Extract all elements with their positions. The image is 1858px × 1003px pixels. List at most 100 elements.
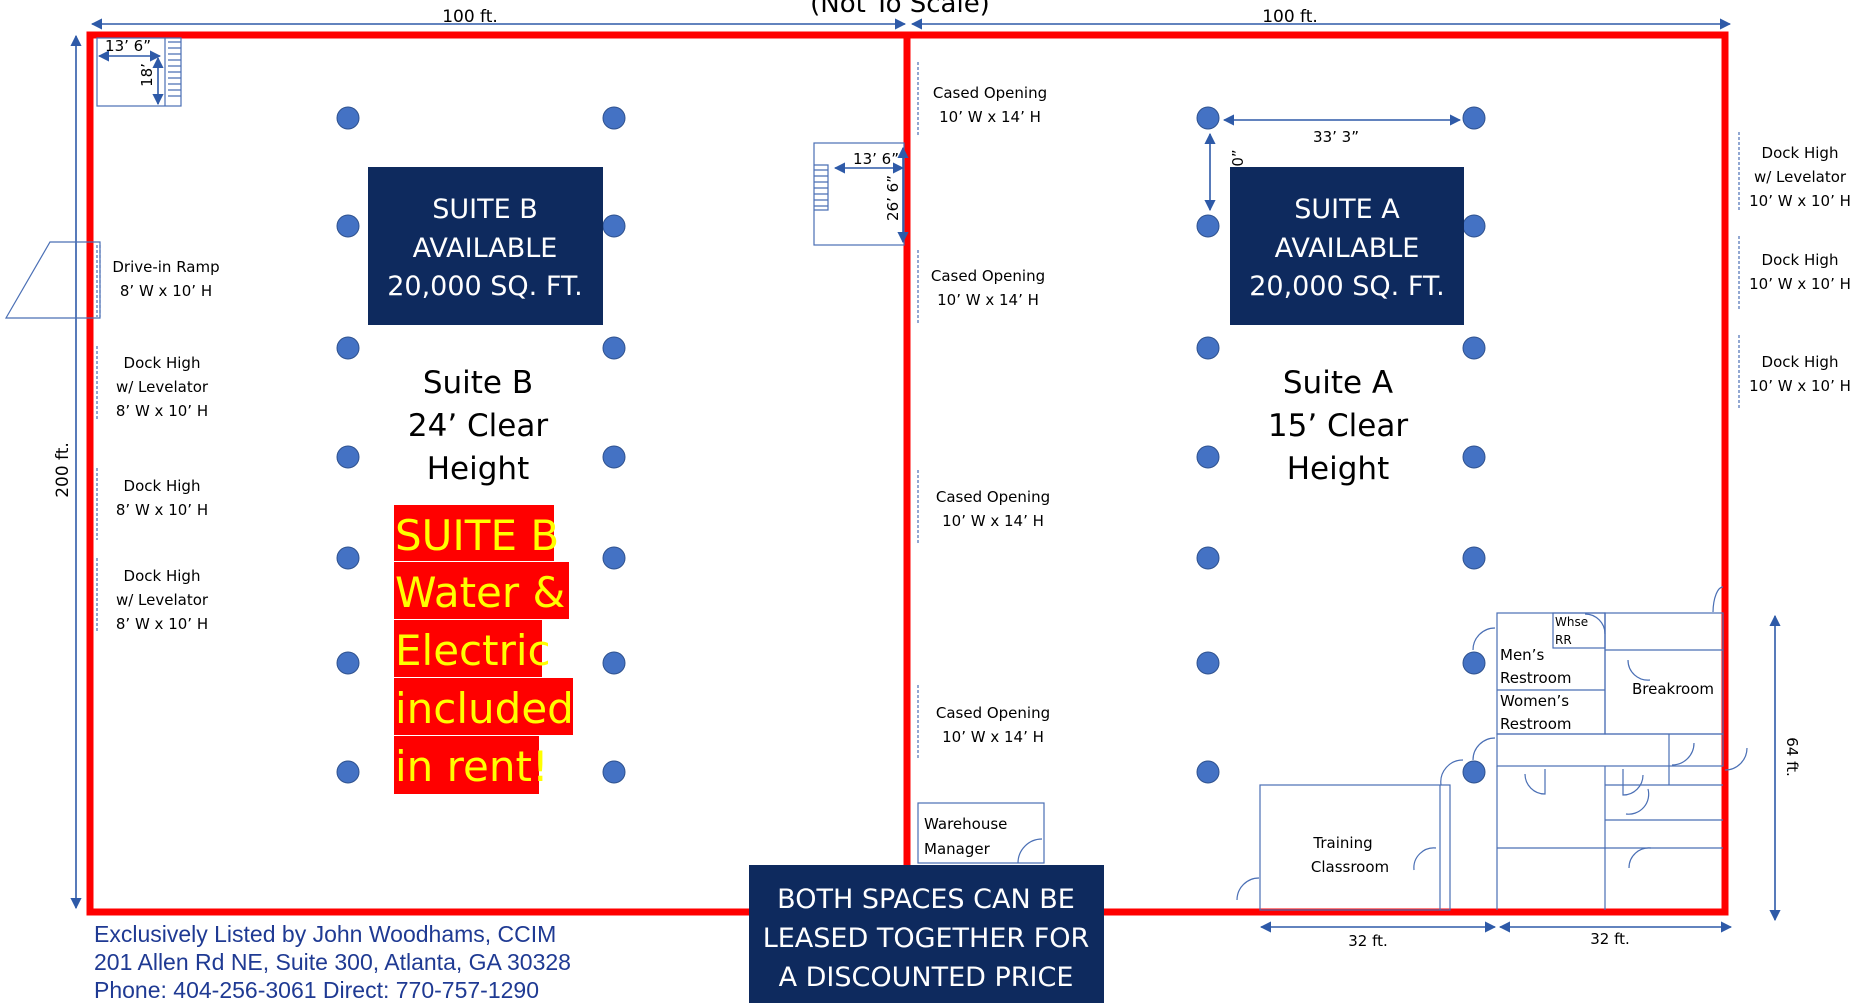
column — [336, 546, 360, 570]
column — [1462, 760, 1486, 784]
column — [1462, 336, 1486, 360]
suite-b-clear-height: 24’ Clear — [408, 408, 548, 444]
column — [336, 214, 360, 238]
banner-line2: LEASED TOGETHER FOR — [763, 923, 1090, 954]
column — [1196, 214, 1220, 238]
promo-line-5: in rent! — [395, 742, 549, 791]
mens-restroom-label-2: Restroom — [1500, 669, 1571, 687]
warehouse-manager-label-2: Manager — [924, 840, 991, 858]
width-right-label: 100 ft. — [1262, 7, 1318, 27]
bundle-banner — [749, 865, 1104, 1003]
column — [602, 546, 626, 570]
mezz-mid-depth: 26’ 6” — [884, 175, 902, 221]
right-door-1-line2: w/ Levelator — [1754, 168, 1847, 186]
breakroom-label: Breakroom — [1632, 680, 1714, 698]
suite-a-clear-height: 15’ Clear — [1268, 408, 1408, 444]
cased-opening-2-line2: 10’ W x 14’ H — [937, 291, 1039, 309]
column — [1196, 336, 1220, 360]
suite-b-name: Suite B — [423, 365, 533, 401]
column — [602, 106, 626, 130]
left-door-4-line2: w/ Levelator — [116, 591, 209, 609]
office-depth: 64 ft. — [1783, 737, 1801, 777]
cased-opening-3-line1: Cased Opening — [936, 488, 1050, 506]
suite-b-box-line3: 20,000 SQ. FT. — [387, 271, 583, 302]
cased-opening-2-line1: Cased Opening — [931, 267, 1045, 285]
column — [1196, 546, 1220, 570]
scale-note: (Not To Scale) — [810, 0, 990, 19]
suite-a-box-line1: SUITE A — [1294, 194, 1400, 225]
column — [336, 651, 360, 675]
column — [336, 106, 360, 130]
cased-opening-4-line1: Cased Opening — [936, 704, 1050, 722]
office-width-2: 32 ft. — [1590, 930, 1630, 948]
column — [336, 760, 360, 784]
column — [1196, 106, 1220, 130]
cased-opening-1-line2: 10’ W x 14’ H — [939, 108, 1041, 126]
training-label-2: Classroom — [1311, 858, 1389, 876]
column — [1462, 106, 1486, 130]
drive-in-ramp — [4, 241, 101, 319]
left-door-2-line1: Dock High — [124, 354, 201, 372]
columns-suite-a — [1196, 106, 1486, 784]
womens-restroom-label-1: Women’s — [1500, 692, 1569, 710]
suite-a-box-line3: 20,000 SQ. FT. — [1249, 271, 1445, 302]
left-door-3-line1: Dock High — [124, 477, 201, 495]
mezz-left-width: 13’ 6” — [105, 37, 151, 55]
left-door-3-line2: 8’ W x 10’ H — [116, 501, 208, 519]
promo-line-2: Water & — [395, 568, 565, 617]
suite-a-box-line2: AVAILABLE — [1275, 233, 1420, 264]
right-door-3-line2: 10’ W x 10’ H — [1749, 377, 1851, 395]
suite-b-box-line2: AVAILABLE — [413, 233, 558, 264]
column — [602, 760, 626, 784]
column-spacing-label: 33’ 3” — [1313, 128, 1359, 146]
warehouse-manager-label-1: Warehouse — [924, 815, 1007, 833]
cased-opening-1-line1: Cased Opening — [933, 84, 1047, 102]
suite-b-box-line1: SUITE B — [432, 194, 538, 225]
depth-label: 200 ft. — [53, 442, 73, 498]
column — [602, 651, 626, 675]
column — [336, 336, 360, 360]
suite-a-name: Suite A — [1283, 365, 1393, 401]
office-area — [1236, 586, 1748, 911]
stairs-left — [96, 37, 182, 107]
suite-b-height-word: Height — [427, 451, 529, 487]
column — [602, 336, 626, 360]
footer-line1: Exclusively Listed by John Woodhams, CCI… — [94, 921, 556, 947]
column — [1462, 546, 1486, 570]
right-door-2-line2: 10’ W x 10’ H — [1749, 275, 1851, 293]
column — [1462, 445, 1486, 469]
column — [602, 445, 626, 469]
mens-restroom-label-1: Men’s — [1500, 646, 1544, 664]
column — [1196, 445, 1220, 469]
training-label-1: Training — [1312, 834, 1372, 852]
warehouse-manager-office — [917, 802, 1045, 864]
right-door-1-line1: Dock High — [1762, 144, 1839, 162]
banner-line3: A DISCOUNTED PRICE — [779, 962, 1074, 993]
mezz-mid-width: 13’ 6” — [853, 150, 899, 168]
promo-line-1: SUITE B — [395, 511, 559, 560]
column — [1196, 651, 1220, 675]
left-door-1-line1: Drive-in Ramp — [112, 258, 219, 276]
left-door-2-line3: 8’ W x 10’ H — [116, 402, 208, 420]
column-vertical-label: 0” — [1229, 149, 1247, 166]
columns-suite-b — [336, 106, 626, 784]
footer-line3: Phone: 404-256-3061 Direct: 770-757-1290 — [94, 977, 539, 1003]
whse-rr-label-1: Whse — [1555, 615, 1588, 629]
promo-line-3: Electric — [395, 626, 551, 675]
right-door-1-line3: 10’ W x 10’ H — [1749, 192, 1851, 210]
suite-b-available-box — [368, 167, 603, 325]
office-width-1: 32 ft. — [1348, 932, 1388, 950]
left-door-4-line3: 8’ W x 10’ H — [116, 615, 208, 633]
left-door-1-line2: 8’ W x 10’ H — [120, 282, 212, 300]
banner-line1: BOTH SPACES CAN BE — [777, 884, 1075, 915]
column — [336, 445, 360, 469]
right-door-2-line1: Dock High — [1762, 251, 1839, 269]
suite-a-available-box — [1230, 167, 1464, 325]
cased-opening-4-line2: 10’ W x 14’ H — [942, 728, 1044, 746]
right-door-3-line1: Dock High — [1762, 353, 1839, 371]
suite-a-height-word: Height — [1287, 451, 1389, 487]
left-door-2-line2: w/ Levelator — [116, 378, 209, 396]
mezz-left-depth: 18’ — [138, 63, 156, 87]
width-left-label: 100 ft. — [442, 7, 498, 27]
column — [1462, 651, 1486, 675]
